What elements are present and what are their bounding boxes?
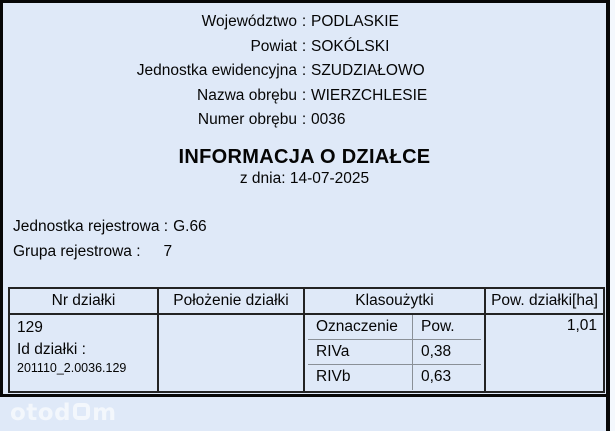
column-header-klasouzytki: Klasoużytki (303, 288, 484, 313)
cell-parcel-number: 129 Id działki : 201110_2.0036.129 (10, 315, 157, 391)
register-unit-label: Jednostka rejestrowa : (13, 217, 169, 235)
parcel-table-body-row: 129 Id działki : 201110_2.0036.129 Oznac… (10, 314, 603, 391)
register-block: Jednostka rejestrowa : G.66 Grupa rejestr… (3, 214, 606, 264)
parcel-id-value: 201110_2.0036.129 (17, 360, 127, 375)
column-header-pow-dzialki: Pow. działki[ha] (484, 288, 603, 313)
info-label-powiat: Powiat (250, 37, 297, 55)
column-header-polozenie-dzialki: Położenie działki (157, 288, 303, 313)
otodom-watermark: otod m (10, 401, 117, 425)
info-label-wojewodztwo: Województwo (201, 13, 297, 30)
info-separator: : (301, 13, 307, 30)
land-use-area: 0,38 (412, 339, 481, 365)
land-use-designation: RIVb (316, 367, 351, 385)
land-use-header-designation: Oznaczenie (308, 315, 412, 340)
info-separator: : (301, 62, 307, 79)
parcel-table-header-row: Nr działki Położenie działki Klasoużytki… (10, 288, 603, 315)
parcel-table: Nr działki Położenie działki Klasoużytki… (8, 286, 605, 393)
register-group-label: Grupa rejestrowa : (13, 242, 141, 260)
info-value-powiat: SOKÓLSKI (311, 37, 390, 55)
info-separator: : (301, 111, 307, 128)
register-group-line: Grupa rejestrowa : 7 (13, 239, 606, 264)
cell-parcel-location (157, 314, 303, 391)
parcel-number: 129 (17, 318, 43, 336)
right-edge-strip (610, 0, 615, 431)
cell-land-use: Oznaczenie Pow. RIVa 0,38 RIVb 0,63 (303, 314, 484, 391)
info-value-wojewodztwo: PODLASKIE (311, 13, 399, 30)
info-label-nazwa-obrebu: Nazwa obrębu (197, 86, 297, 104)
register-group-value: 7 (163, 242, 173, 260)
info-label-numer-obrebu: Numer obrębu (197, 111, 297, 128)
column-header-nr-dzialki: Nr działki (51, 291, 116, 309)
info-value-jednostka-ewidencyjna: SZUDZIAŁOWO (311, 62, 425, 79)
administrative-info-block: Województwo : PODLASKIE Powiat : SOKÓLSK… (3, 3, 606, 133)
register-unit-line: Jednostka rejestrowa : G.66 (13, 214, 606, 239)
watermark-text-part2: m (92, 400, 117, 426)
document-title: INFORMACJA O DZIAŁCE (178, 145, 431, 168)
land-use-area: 0,63 (412, 364, 481, 390)
cell-parcel-area-total: 1,01 (484, 314, 603, 391)
document-date-line: z dnia: 14-07-2025 (239, 169, 370, 187)
info-separator: : (301, 86, 307, 104)
land-use-subtable: Oznaczenie Pow. RIVa 0,38 RIVb 0,63 (308, 314, 481, 390)
otodom-logo-square-icon (73, 403, 91, 420)
info-value-numer-obrebu: 0036 (311, 111, 346, 128)
info-value-nazwa-obrebu: WIERZCHLESIE (311, 86, 428, 104)
info-label-jednostka-ewidencyjna: Jednostka ewidencyjna (136, 62, 297, 79)
land-use-designation: RIVa (308, 340, 412, 365)
parcel-info-document: Województwo : PODLASKIE Powiat : SOKÓLSK… (0, 0, 606, 397)
watermark-text-part1: otod (10, 400, 72, 426)
info-separator: : (301, 37, 307, 55)
land-use-header-area: Pow. (412, 314, 481, 340)
right-edge-line (606, 0, 610, 431)
parcel-id-label: Id działki : (17, 340, 86, 358)
register-unit-value: G.66 (173, 217, 207, 235)
